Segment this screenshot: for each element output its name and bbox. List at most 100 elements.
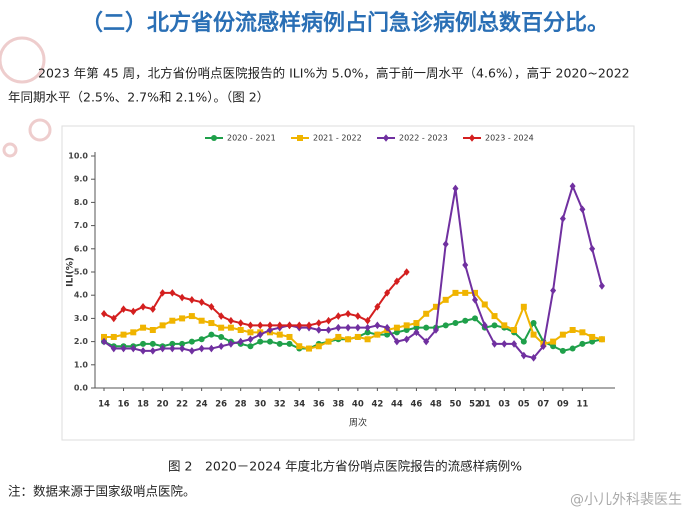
point (589, 245, 596, 253)
point (403, 268, 410, 276)
x-tick-label: 36 (313, 400, 325, 410)
point (140, 347, 147, 355)
point (364, 316, 371, 325)
x-tick-label: 05 (518, 400, 530, 410)
point (345, 309, 352, 318)
point (306, 321, 313, 330)
point (315, 343, 322, 350)
point (140, 340, 147, 347)
point (140, 324, 147, 331)
point (198, 298, 205, 306)
point (481, 301, 488, 308)
point (237, 319, 244, 327)
paragraph-line: 年同期水平（2.5%、2.7%和 2.1%）。（图 2） (8, 90, 269, 105)
x-tick-label: 42 (371, 400, 383, 410)
point (491, 322, 498, 329)
point (589, 338, 596, 345)
point (208, 344, 215, 353)
point (345, 323, 352, 332)
point (208, 331, 215, 338)
point (130, 329, 137, 336)
point (472, 315, 478, 322)
point (413, 320, 420, 327)
point (481, 321, 488, 330)
point (540, 342, 547, 351)
point (306, 345, 313, 352)
legend-label: 2020 - 2021 (227, 134, 276, 143)
point (325, 338, 332, 345)
point (469, 134, 475, 142)
x-tick-label: 50 (450, 400, 462, 410)
point (227, 316, 234, 325)
point (598, 282, 605, 290)
legend-label: 2021 - 2022 (313, 134, 362, 143)
point (208, 320, 215, 327)
point (227, 324, 234, 331)
x-tick-label: 20 (157, 400, 169, 410)
point (120, 305, 127, 313)
point (491, 313, 498, 320)
point (179, 315, 186, 322)
point (569, 327, 576, 333)
point (276, 321, 283, 330)
point (130, 307, 137, 316)
point (149, 347, 156, 355)
point (101, 309, 107, 318)
point (511, 327, 518, 333)
point (149, 340, 156, 347)
point (501, 322, 508, 329)
point (530, 320, 537, 327)
y-tick-label: 4.0 (74, 291, 89, 300)
point (579, 205, 586, 214)
point (218, 342, 225, 351)
x-tick-label: 30 (254, 400, 266, 410)
point (286, 321, 293, 330)
x-tick-label: 46 (410, 400, 422, 410)
series-line (103, 183, 603, 359)
point (472, 289, 478, 296)
x-tick-label: 22 (176, 400, 188, 410)
x-tick-label: 44 (391, 400, 403, 410)
x-tick-label: 14 (98, 400, 110, 410)
x-tick-label: 09 (557, 400, 569, 410)
y-tick-label: 3.0 (74, 314, 89, 323)
point (550, 343, 557, 350)
x-tick-label: 01 (479, 400, 491, 410)
point (452, 320, 459, 327)
point (403, 322, 410, 329)
y-tick-label: 7.0 (74, 221, 89, 230)
point (335, 333, 342, 340)
point (364, 323, 371, 332)
point (237, 337, 244, 346)
x-tick-label: 11 (576, 400, 588, 410)
point (393, 324, 400, 331)
x-axis-label: 周次 (349, 417, 367, 429)
point (266, 338, 273, 345)
point (345, 336, 352, 343)
point (423, 324, 430, 331)
point (169, 340, 176, 347)
legend-label: 2023 - 2024 (485, 134, 534, 143)
point (120, 344, 127, 353)
point (110, 333, 117, 340)
chart: 0.0 1.0 2.0 3.0 4.0 5.0 6.0 7.0 8.0 9.0 10.0 14 16 18… (66, 134, 615, 429)
point (520, 338, 527, 345)
x-tick-label: 16 (118, 400, 130, 410)
point (237, 327, 244, 333)
point (569, 345, 576, 352)
point (159, 322, 166, 329)
point (364, 336, 371, 343)
point (149, 305, 156, 313)
point (257, 330, 264, 339)
point (169, 317, 176, 324)
point (159, 344, 166, 353)
point (130, 344, 137, 353)
point (266, 326, 273, 334)
x-tick-label: 48 (430, 400, 442, 410)
point (579, 329, 586, 336)
point (579, 340, 586, 347)
point (227, 340, 234, 348)
point (179, 340, 186, 347)
point (403, 327, 410, 333)
point (442, 296, 449, 303)
